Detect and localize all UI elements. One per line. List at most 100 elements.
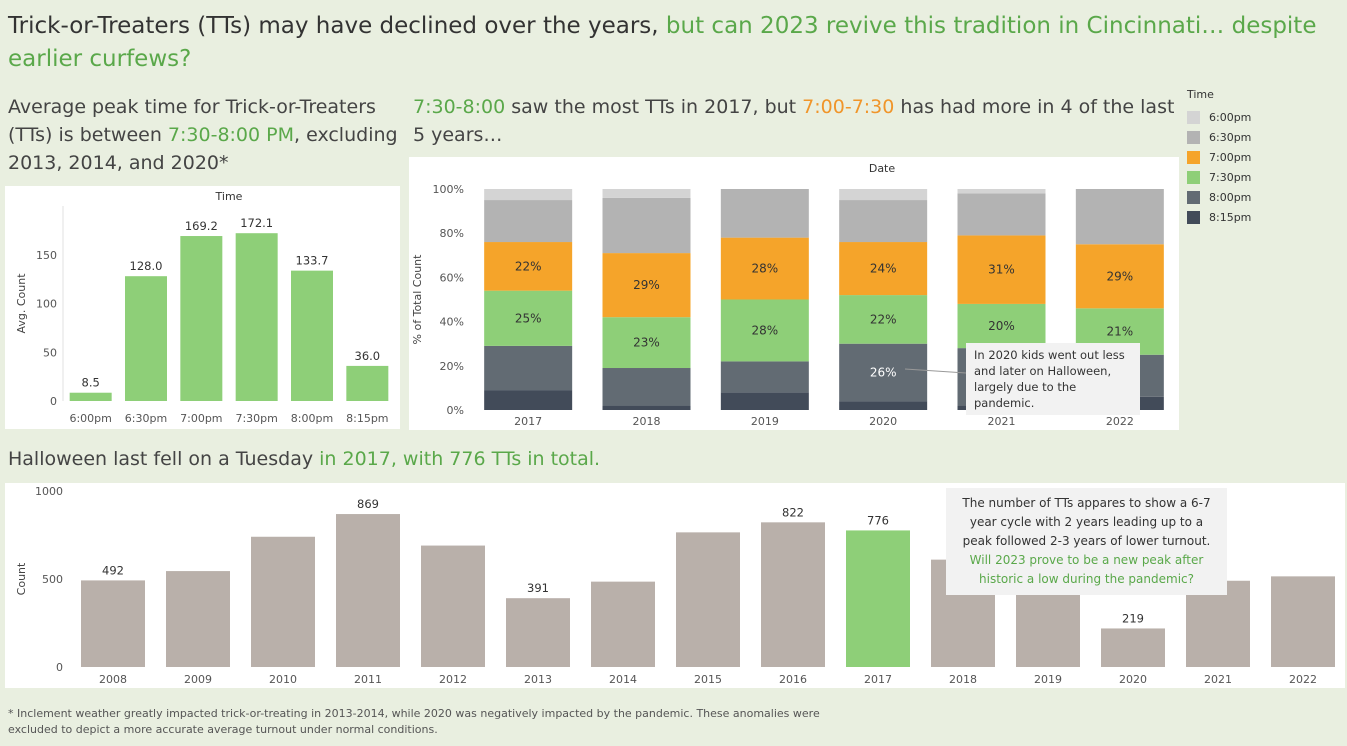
- x-tick-label: 2020: [869, 415, 897, 428]
- bar: [761, 522, 825, 667]
- legend-swatch: [1187, 110, 1200, 124]
- data-label: 20%: [988, 319, 1015, 333]
- pandemic-annotation: In 2020 kids went out less and later on …: [966, 343, 1140, 415]
- y-tick-label: 1000: [35, 485, 63, 498]
- footnote: * Inclement weather greatly impacted tri…: [8, 707, 820, 736]
- stacked-segment: [1075, 189, 1164, 245]
- x-tick-label: 8:00pm: [291, 412, 333, 425]
- bar: [81, 580, 145, 667]
- mid-subtitle-highlight-1: 7:30-8:00: [413, 96, 506, 118]
- bottom-subtitle-text: Halloween last fell on a Tuesday: [8, 448, 314, 470]
- title-part-1: Trick-or-Treaters (TTs) may have decline…: [8, 13, 659, 39]
- bar: [346, 365, 389, 401]
- legend-label: 8:15pm: [1209, 210, 1252, 224]
- legend-item[interactable]: 7:00pm: [1187, 147, 1251, 167]
- x-tick-label: 2019: [751, 415, 779, 428]
- bar: [846, 530, 910, 667]
- data-label: 22%: [870, 312, 897, 326]
- y-tick-label: 150: [36, 249, 57, 262]
- x-tick-label: 6:30pm: [125, 412, 167, 425]
- x-tick-label: 7:00pm: [180, 412, 222, 425]
- legend-label: 7:30pm: [1209, 170, 1252, 184]
- legend-swatch: [1187, 170, 1200, 184]
- legend-label: 6:30pm: [1209, 130, 1252, 144]
- x-tick-label: 7:30pm: [235, 412, 277, 425]
- y-tick-label: 100: [36, 298, 57, 311]
- data-label: 776: [867, 513, 889, 527]
- mid-subtitle-text-b: has had more in 4 of the last 5 years…: [413, 96, 1175, 146]
- legend-item[interactable]: 6:00pm: [1187, 107, 1251, 127]
- stacked-segment: [602, 253, 691, 318]
- bar: [180, 236, 223, 401]
- stacked-segment: [720, 189, 809, 238]
- x-tick-label: 2022: [1106, 415, 1134, 428]
- yearly-count-chart-panel: Count 0 500 1000 492 2008 2009 2010 869 2011 2012 3…: [5, 483, 1345, 688]
- y-tick-label: 500: [42, 573, 63, 586]
- left-subtitle-highlight: 7:30-8:00 PM: [167, 124, 295, 146]
- y-axis-label: Count: [15, 562, 28, 595]
- x-tick-label: 2008: [99, 673, 127, 686]
- stacked-segment: [484, 242, 573, 291]
- legend-item[interactable]: 7:30pm: [1187, 167, 1251, 187]
- bar: [235, 233, 278, 401]
- bar: [336, 514, 400, 667]
- stacked-segment: [484, 345, 573, 391]
- stacked-segment: [484, 290, 573, 346]
- bottom-subtitle-highlight: in 2017, with 776 TTs in total.: [313, 448, 601, 470]
- data-label: 29%: [633, 278, 660, 292]
- legend-label: 8:00pm: [1209, 190, 1252, 204]
- data-label: 28%: [751, 323, 778, 337]
- data-label: 24%: [870, 262, 897, 276]
- data-label: 26%: [870, 365, 897, 379]
- legend-item[interactable]: 8:00pm: [1187, 187, 1251, 207]
- stacked-segment: [839, 200, 928, 243]
- x-tick-label: 2013: [524, 673, 552, 686]
- bar: [1271, 576, 1335, 667]
- x-tick-label: 6:00pm: [69, 412, 111, 425]
- stacked-segment: [957, 303, 1046, 349]
- bar: [591, 581, 655, 667]
- bar: [125, 276, 167, 401]
- stacked-segment: [602, 197, 691, 254]
- data-label: 28%: [751, 262, 778, 276]
- stacked-segment: [720, 361, 809, 393]
- bar: [1016, 582, 1080, 667]
- stacked-segment: [957, 235, 1046, 304]
- data-label: 29%: [1106, 269, 1133, 283]
- legend-title: Time: [1187, 88, 1214, 101]
- y-tick-label: 0%: [447, 404, 464, 417]
- bar: [676, 532, 740, 667]
- x-tick-label: 2017: [864, 673, 892, 686]
- legend-item[interactable]: 8:15pm: [1187, 207, 1251, 227]
- bar: [251, 536, 315, 667]
- x-tick-label: 2018: [633, 415, 661, 428]
- stacked-chart-panel: Date % of Total Count 0% 20% 40% 60% 80% 100% 25…: [409, 157, 1179, 430]
- data-label: 31%: [988, 263, 1015, 277]
- bottom-subtitle: Halloween last fell on a Tuesday in 2017…: [8, 447, 600, 471]
- bar: [1186, 580, 1250, 667]
- y-tick-label: 20%: [440, 360, 464, 373]
- stacked-segment: [839, 295, 928, 344]
- stacked-segment: [1075, 244, 1164, 309]
- data-label: 25%: [515, 311, 542, 325]
- time-legend: Time 6:00pm 6:30pm 7:00pm 7:30pm 8:00pm 8:15p…: [1187, 88, 1251, 227]
- stacked-segment: [720, 237, 809, 300]
- x-tick-label: 2020: [1119, 673, 1147, 686]
- annotation-connector: [904, 368, 967, 374]
- bar: [421, 545, 485, 667]
- y-tick-label: 100%: [433, 183, 464, 196]
- x-tick-label: 2009: [184, 673, 212, 686]
- legend-swatch: [1187, 210, 1200, 224]
- legend-items: 6:00pm 6:30pm 7:00pm 7:30pm 8:00pm 8:15pm: [1187, 107, 1251, 227]
- x-tick-label: 2018: [949, 673, 977, 686]
- x-tick-label: 2015: [694, 673, 722, 686]
- left-subtitle: Average peak time for Trick-or-Treaters …: [8, 93, 408, 177]
- y-tick-label: 80%: [440, 227, 464, 240]
- data-label: 23%: [633, 336, 660, 350]
- chart-title: Time: [215, 190, 243, 203]
- legend-swatch: [1187, 190, 1200, 204]
- legend-item[interactable]: 6:30pm: [1187, 127, 1251, 147]
- stacked-segment: [957, 193, 1046, 236]
- x-tick-label: 2016: [779, 673, 807, 686]
- stacked-segment: [839, 343, 928, 402]
